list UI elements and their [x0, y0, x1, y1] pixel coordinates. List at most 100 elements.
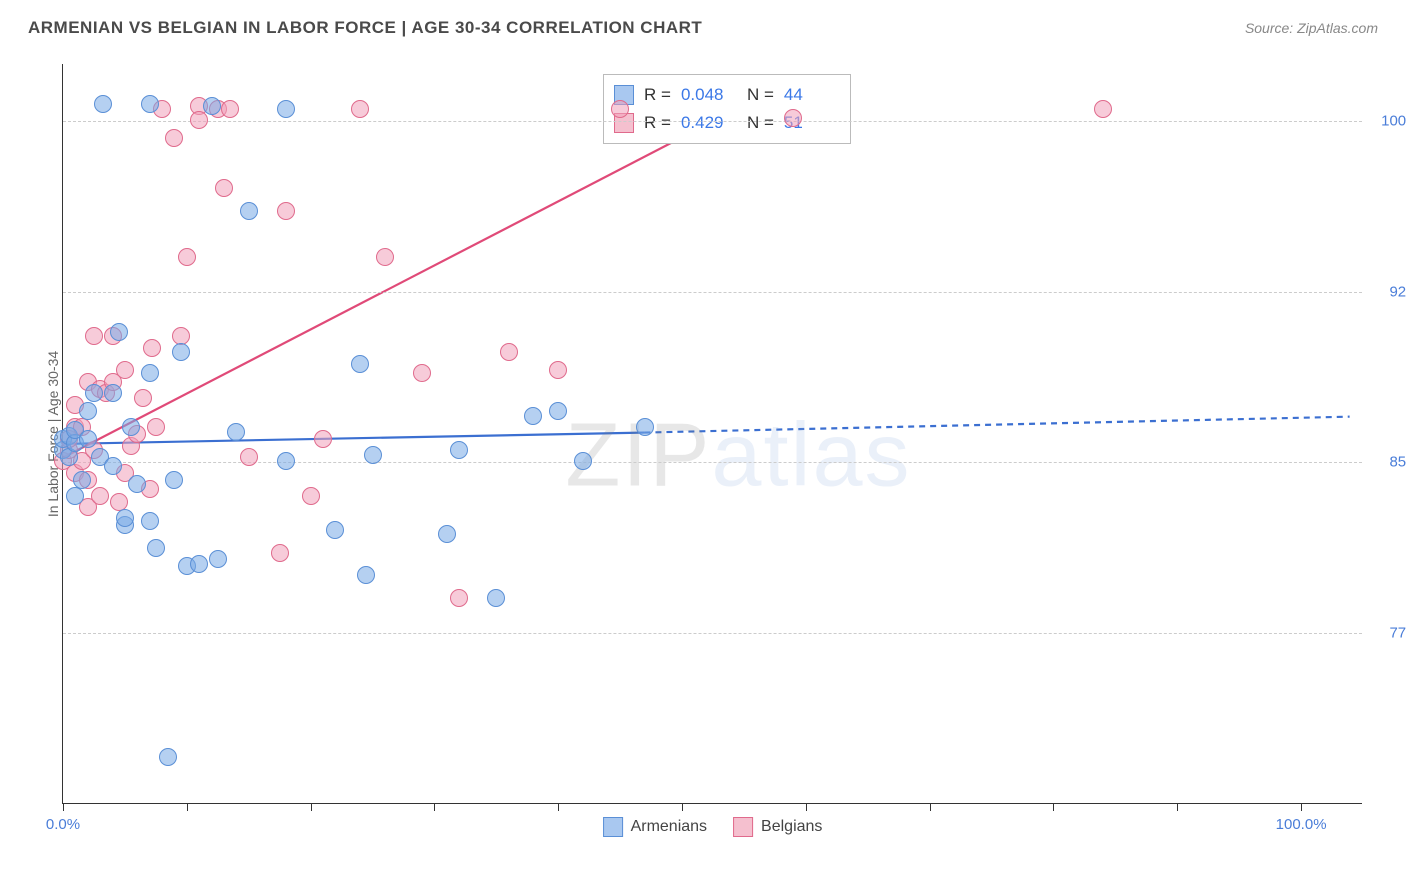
data-point-belgian	[376, 248, 394, 266]
n-label: N =	[747, 113, 774, 133]
x-tick	[930, 803, 931, 811]
data-point-armenian	[94, 95, 112, 113]
data-point-belgian	[240, 448, 258, 466]
data-point-belgian	[178, 248, 196, 266]
x-tick-label: 0.0%	[46, 816, 80, 833]
data-point-belgian	[165, 129, 183, 147]
data-point-armenian	[159, 748, 177, 766]
data-point-armenian	[128, 475, 146, 493]
chart-title: ARMENIAN VS BELGIAN IN LABOR FORCE | AGE…	[28, 18, 702, 38]
data-point-armenian	[190, 555, 208, 573]
legend-label: Belgians	[761, 818, 822, 836]
y-tick-label: 92.5%	[1389, 283, 1406, 300]
y-tick-label: 77.5%	[1389, 625, 1406, 642]
data-point-armenian	[147, 539, 165, 557]
data-point-belgian	[784, 109, 802, 127]
data-point-armenian	[165, 471, 183, 489]
data-point-armenian	[524, 407, 542, 425]
data-point-armenian	[104, 457, 122, 475]
data-point-belgian	[116, 361, 134, 379]
r-label: R =	[644, 85, 671, 105]
r-label: R =	[644, 113, 671, 133]
data-point-belgian	[85, 327, 103, 345]
legend-item: Belgians	[733, 817, 822, 837]
data-point-armenian	[141, 364, 159, 382]
y-tick-label: 100.0%	[1381, 112, 1406, 129]
x-tick	[311, 803, 312, 811]
data-point-belgian	[271, 544, 289, 562]
data-point-armenian	[79, 430, 97, 448]
chart-container: In Labor Force | Age 30-34 ZIPatlas R =0…	[22, 52, 1382, 852]
series-legend: Armenians Belgians	[603, 817, 823, 837]
data-point-armenian	[122, 418, 140, 436]
data-point-armenian	[141, 95, 159, 113]
data-point-armenian	[364, 446, 382, 464]
data-point-armenian	[209, 550, 227, 568]
data-point-belgian	[413, 364, 431, 382]
legend-swatch	[733, 817, 753, 837]
data-point-armenian	[85, 384, 103, 402]
data-point-belgian	[314, 430, 332, 448]
stats-row: R =0.429N =51	[614, 109, 840, 137]
gridline	[63, 292, 1362, 293]
data-point-armenian	[438, 525, 456, 543]
x-tick	[1177, 803, 1178, 811]
data-point-belgian	[302, 487, 320, 505]
data-point-belgian	[143, 339, 161, 357]
x-tick	[187, 803, 188, 811]
data-point-belgian	[450, 589, 468, 607]
data-point-armenian	[110, 323, 128, 341]
x-tick	[1053, 803, 1054, 811]
source-attribution: Source: ZipAtlas.com	[1245, 20, 1378, 36]
gridline	[63, 462, 1362, 463]
data-point-armenian	[277, 100, 295, 118]
data-point-belgian	[147, 418, 165, 436]
stats-row: R = 0.048 N = 44	[614, 81, 840, 109]
gridline	[63, 633, 1362, 634]
x-tick-label: 100.0%	[1276, 816, 1327, 833]
r-value: 0.429	[681, 113, 737, 133]
data-point-armenian	[73, 471, 91, 489]
data-point-armenian	[574, 452, 592, 470]
data-point-belgian	[1094, 100, 1112, 118]
gridline	[63, 121, 1362, 122]
r-value: 0.048	[681, 85, 737, 105]
data-point-armenian	[277, 452, 295, 470]
data-point-belgian	[215, 179, 233, 197]
data-point-armenian	[203, 97, 221, 115]
trend-lines	[63, 64, 1362, 803]
data-point-armenian	[66, 487, 84, 505]
x-tick	[806, 803, 807, 811]
data-point-belgian	[611, 100, 629, 118]
stats-legend: R =0.048N =44R =0.429N =51	[603, 74, 851, 144]
n-label: N =	[747, 85, 774, 105]
data-point-armenian	[79, 402, 97, 420]
x-tick	[63, 803, 64, 811]
data-point-armenian	[326, 521, 344, 539]
data-point-armenian	[172, 343, 190, 361]
data-point-armenian	[549, 402, 567, 420]
data-point-belgian	[134, 389, 152, 407]
data-point-armenian	[104, 384, 122, 402]
data-point-armenian	[141, 512, 159, 530]
data-point-armenian	[116, 509, 134, 527]
x-tick	[434, 803, 435, 811]
data-point-belgian	[277, 202, 295, 220]
data-point-belgian	[91, 487, 109, 505]
data-point-armenian	[351, 355, 369, 373]
plot-area: In Labor Force | Age 30-34 ZIPatlas R =0…	[62, 64, 1362, 804]
data-point-belgian	[351, 100, 369, 118]
data-point-armenian	[636, 418, 654, 436]
legend-swatch	[603, 817, 623, 837]
legend-label: Armenians	[631, 818, 707, 836]
data-point-armenian	[227, 423, 245, 441]
n-value: 44	[784, 85, 840, 105]
data-point-belgian	[549, 361, 567, 379]
data-point-armenian	[450, 441, 468, 459]
x-tick	[558, 803, 559, 811]
data-point-armenian	[240, 202, 258, 220]
x-tick	[1301, 803, 1302, 811]
legend-item: Armenians	[603, 817, 707, 837]
y-tick-label: 85.0%	[1389, 454, 1406, 471]
data-point-belgian	[500, 343, 518, 361]
